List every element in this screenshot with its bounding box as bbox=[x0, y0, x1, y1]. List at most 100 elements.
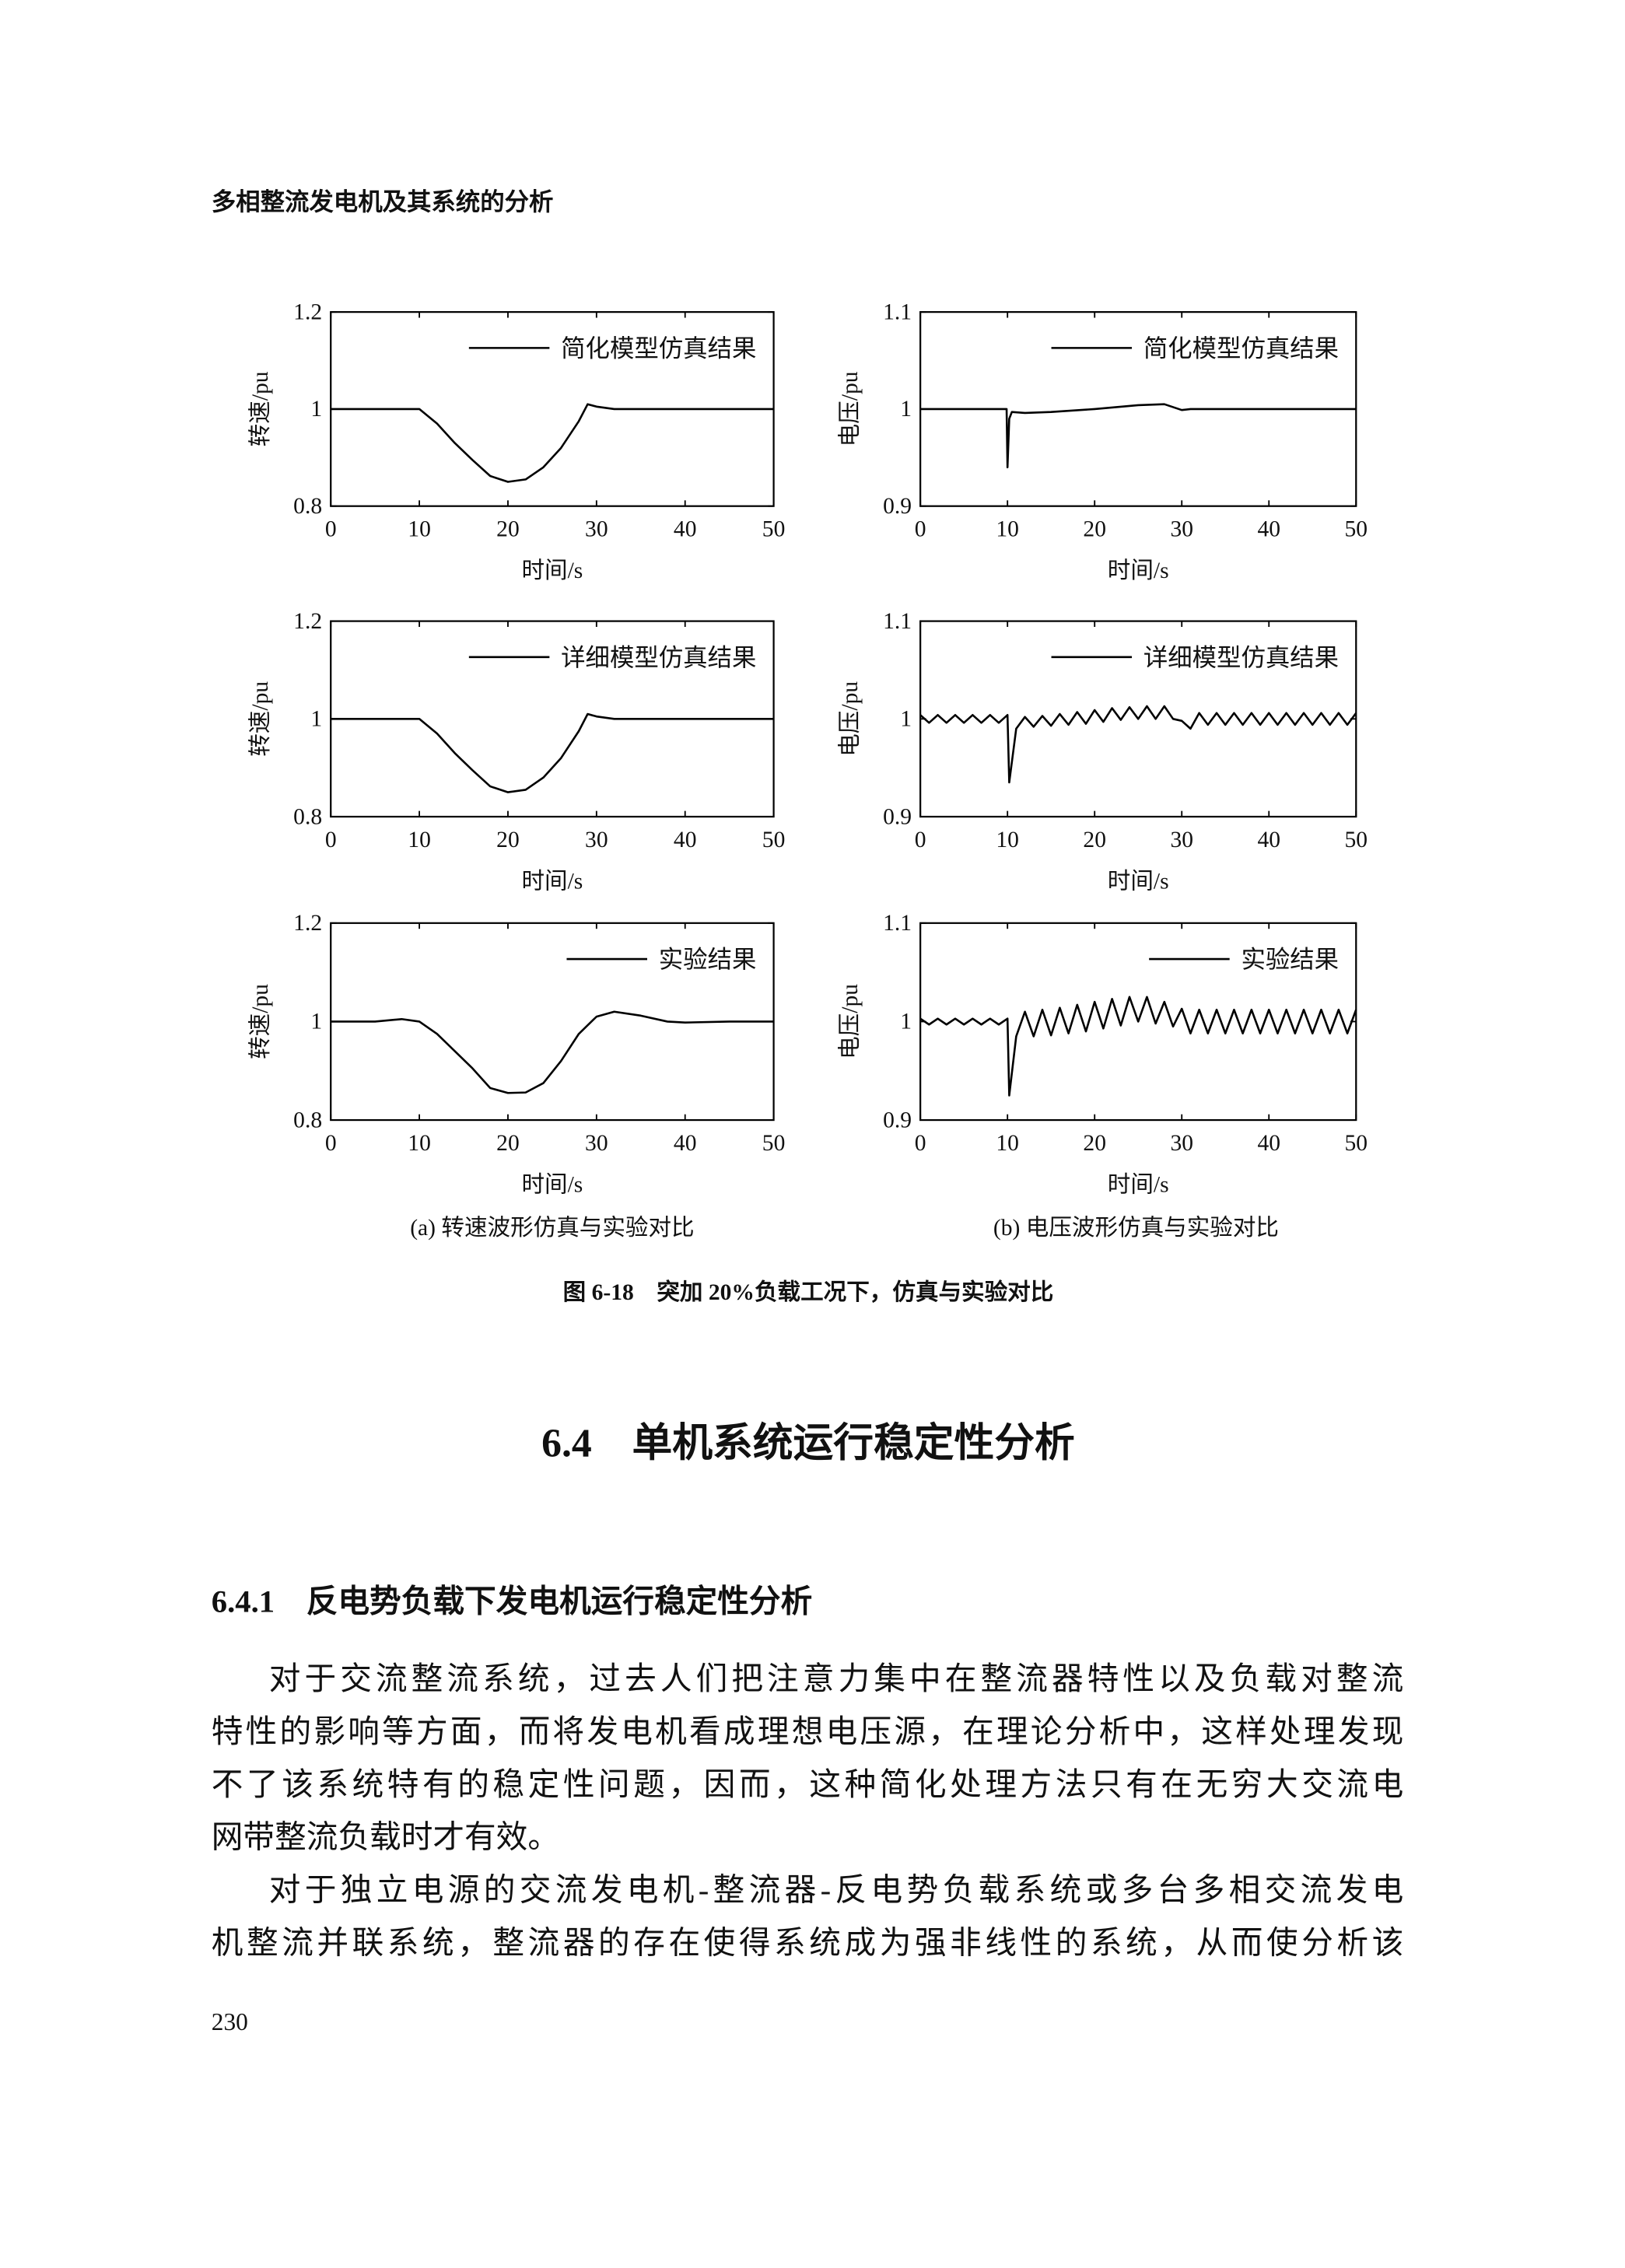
x-tick-label: 30 bbox=[1170, 828, 1193, 852]
y-tick-label: 1 bbox=[900, 1010, 912, 1034]
x-axis-label: 时间/s bbox=[1108, 1171, 1169, 1197]
x-tick-label: 50 bbox=[762, 1131, 786, 1156]
x-tick-label: 30 bbox=[585, 517, 608, 542]
data-line bbox=[331, 712, 774, 793]
y-axis-label: 转速/pu bbox=[247, 984, 273, 1059]
paragraph-line: 对于独立电源的交流发电机-整流器-反电势负载系统或多台多相交流发电 bbox=[269, 1872, 1404, 1907]
y-tick-label: 0.8 bbox=[293, 494, 322, 519]
legend-label: 简化模型仿真结果 bbox=[561, 334, 756, 362]
y-tick-label: 1.1 bbox=[883, 299, 912, 324]
x-tick-label: 20 bbox=[496, 517, 520, 542]
x-tick-label: 40 bbox=[674, 828, 697, 852]
x-tick-label: 50 bbox=[1344, 1131, 1368, 1156]
paragraph-line: 机整流并联系统，整流器的存在使得系统成为强非线性的系统，从而使分析该 bbox=[212, 1925, 1403, 1960]
chart: 0 10 20 30 40 50 0.9 1 1.1 时间/s 电压/pu 简化模型仿真结果 bbox=[837, 299, 1368, 583]
y-axis-label: 电压/pu bbox=[837, 984, 863, 1059]
x-tick-label: 0 bbox=[325, 517, 337, 542]
data-line bbox=[331, 403, 774, 483]
y-tick-label: 1.1 bbox=[883, 911, 912, 936]
y-tick-label: 0.8 bbox=[293, 1108, 322, 1132]
figure-caption: 图 6-18 突加 20%负载工况下，仿真与实验对比 bbox=[563, 1279, 1054, 1305]
chart: 0 10 20 30 40 50 0.9 1 1.1 时间/s 电压/pu 详细模型仿真结果 bbox=[837, 609, 1368, 894]
x-axis-label: 时间/s bbox=[521, 1171, 583, 1197]
plot-frame bbox=[919, 620, 1357, 818]
subfigure-caption: (b) 电压波形仿真与实验对比 bbox=[993, 1215, 1279, 1241]
x-tick-label: 40 bbox=[1257, 828, 1280, 852]
x-tick-label: 20 bbox=[496, 828, 520, 852]
x-tick-label: 10 bbox=[408, 517, 431, 542]
x-tick-label: 10 bbox=[408, 828, 431, 852]
data-line bbox=[331, 1010, 774, 1094]
x-tick-label: 50 bbox=[1344, 517, 1368, 542]
y-tick-label: 1 bbox=[310, 707, 322, 732]
y-tick-label: 1 bbox=[900, 707, 912, 732]
chart: 0 10 20 30 40 50 0.8 1 1.2 时间/s 转速/pu 实验结果 bbox=[247, 911, 785, 1197]
paragraph-line: 特性的影响等方面，而将发电机看成理想电压源，在理论分析中，这样处理发现 bbox=[212, 1714, 1403, 1749]
x-axis-label: 时间/s bbox=[1108, 558, 1169, 583]
y-axis-label: 电压/pu bbox=[837, 371, 863, 446]
plot-frame bbox=[330, 922, 775, 1122]
y-tick-label: 1.2 bbox=[293, 299, 322, 324]
y-tick-label: 0.9 bbox=[883, 494, 912, 519]
data-line bbox=[919, 996, 1357, 1097]
y-tick-label: 0.9 bbox=[883, 1108, 912, 1132]
x-tick-label: 0 bbox=[915, 1131, 926, 1156]
x-tick-label: 20 bbox=[496, 1131, 520, 1156]
section-title: 6.4 单机系统运行稳定性分析 bbox=[541, 1421, 1075, 1466]
x-tick-label: 40 bbox=[1257, 1131, 1280, 1156]
x-tick-label: 30 bbox=[1170, 1131, 1193, 1156]
subfigure-caption: (a) 转速波形仿真与实验对比 bbox=[410, 1215, 694, 1241]
y-tick-label: 1.2 bbox=[293, 609, 322, 634]
data-line bbox=[920, 403, 1357, 469]
x-tick-label: 10 bbox=[408, 1131, 431, 1156]
legend-label: 实验结果 bbox=[659, 946, 757, 973]
y-tick-label: 0.8 bbox=[293, 804, 322, 829]
chart: 0 10 20 30 40 50 0.8 1 1.2 时间/s 转速/pu 详细模型仿真结果 bbox=[247, 609, 785, 894]
x-tick-label: 40 bbox=[674, 517, 697, 542]
x-tick-label: 20 bbox=[1083, 828, 1106, 852]
legend-label: 详细模型仿真结果 bbox=[1143, 644, 1339, 671]
x-tick-label: 20 bbox=[1083, 517, 1106, 542]
y-tick-label: 1 bbox=[310, 397, 322, 422]
x-tick-label: 50 bbox=[1344, 828, 1368, 852]
x-tick-label: 30 bbox=[585, 1131, 608, 1156]
x-tick-label: 40 bbox=[1257, 517, 1280, 542]
chart: 0 10 20 30 40 50 0.9 1 1.1 时间/s 电压/pu 实验结果 bbox=[837, 911, 1368, 1197]
y-tick-label: 0.9 bbox=[883, 804, 912, 829]
x-tick-label: 0 bbox=[915, 828, 926, 852]
x-tick-label: 40 bbox=[674, 1131, 697, 1156]
plot-frame bbox=[919, 922, 1357, 1122]
legend-label: 简化模型仿真结果 bbox=[1143, 334, 1339, 362]
paragraph-line: 网带整流负载时才有效。 bbox=[212, 1820, 559, 1855]
y-axis-label: 转速/pu bbox=[247, 681, 273, 757]
x-axis-label: 时间/s bbox=[521, 868, 583, 894]
paragraph-line: 对于交流整流系统，过去人们把注意力集中在整流器特性以及负载对整流 bbox=[269, 1661, 1404, 1696]
x-tick-label: 10 bbox=[996, 828, 1019, 852]
x-tick-label: 0 bbox=[325, 828, 337, 852]
chart: 0 10 20 30 40 50 0.8 1 1.2 时间/s 转速/pu 简化模型仿真结果 bbox=[247, 299, 785, 583]
x-tick-label: 10 bbox=[996, 1131, 1019, 1156]
y-axis-label: 转速/pu bbox=[247, 371, 273, 446]
subsection-title: 6.4.1 反电势负载下发电机运行稳定性分析 bbox=[212, 1584, 812, 1619]
x-tick-label: 50 bbox=[762, 517, 786, 542]
x-tick-label: 50 bbox=[762, 828, 786, 852]
legend-label: 详细模型仿真结果 bbox=[561, 644, 756, 671]
x-axis-label: 时间/s bbox=[1108, 868, 1169, 894]
paragraph-line: 不了该系统特有的稳定性问题，因而，这种简化处理方法只有在无穷大交流电 bbox=[212, 1767, 1403, 1802]
page-number: 230 bbox=[212, 2008, 248, 2035]
y-tick-label: 1.1 bbox=[883, 609, 912, 634]
x-tick-label: 30 bbox=[1170, 517, 1193, 542]
y-axis-label: 电压/pu bbox=[837, 681, 863, 757]
legend-label: 实验结果 bbox=[1241, 946, 1339, 973]
x-tick-label: 30 bbox=[585, 828, 608, 852]
y-tick-label: 1 bbox=[310, 1010, 322, 1034]
x-tick-label: 10 bbox=[996, 517, 1019, 542]
plot-frame bbox=[330, 620, 775, 818]
data-line bbox=[919, 705, 1357, 784]
y-tick-label: 1 bbox=[900, 397, 912, 422]
plot-frame bbox=[919, 311, 1357, 507]
x-tick-label: 20 bbox=[1083, 1131, 1106, 1156]
running-header: 多相整流发电机及其系统的分析 bbox=[212, 188, 554, 215]
